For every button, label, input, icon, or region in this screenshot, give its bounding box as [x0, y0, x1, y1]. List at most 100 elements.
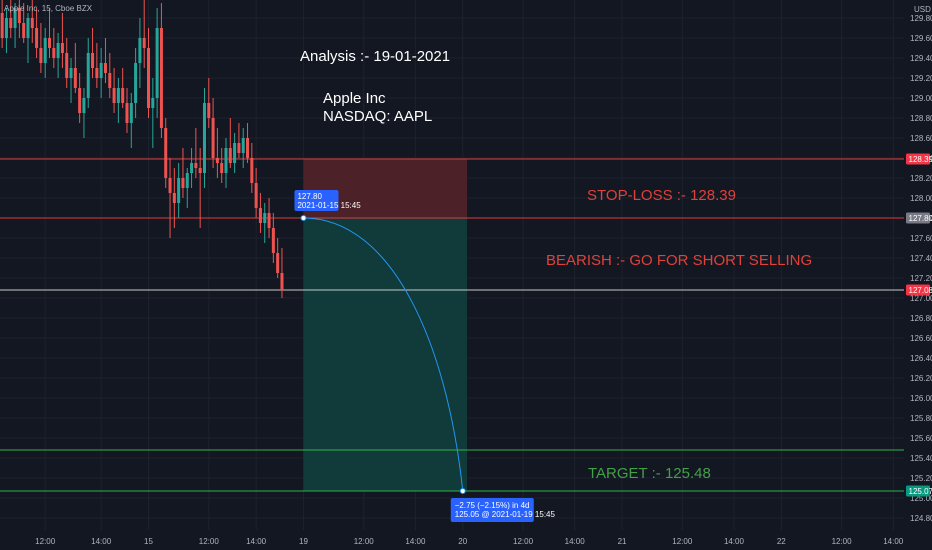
candle-body	[280, 273, 284, 290]
candle	[78, 73, 82, 123]
candle-body	[129, 103, 133, 123]
candle	[86, 38, 90, 108]
candle-body	[254, 183, 258, 208]
price-tag-bg	[906, 284, 930, 296]
candle-body	[103, 63, 107, 73]
price-tick-label: 129.20	[910, 74, 932, 83]
target-callout-box	[450, 498, 534, 522]
candle	[151, 78, 155, 148]
candle	[26, 13, 30, 63]
candle	[13, 3, 17, 48]
candle	[9, 0, 13, 38]
entry-callout-box	[294, 190, 339, 211]
candle	[177, 163, 181, 218]
candle-body	[86, 53, 90, 98]
time-axis[interactable]: 12:00 14:00 15 12:00 14:00 19 12:00 14:00 20 12:0…	[0, 530, 932, 550]
price-tag-label: 127.80	[909, 214, 932, 223]
time-tick-label: 12:00	[513, 537, 534, 546]
candle-body	[56, 43, 60, 58]
candle	[267, 198, 271, 238]
candle	[159, 3, 163, 138]
candle	[202, 88, 206, 188]
position-zones	[303, 159, 468, 491]
chart-header: Apple Inc, 15, Cboe BZX	[4, 4, 93, 13]
candle	[168, 158, 172, 238]
candle	[228, 118, 232, 168]
candle-body	[22, 23, 26, 38]
time-tick-label: 20	[458, 537, 467, 546]
candle-body	[151, 98, 155, 108]
candle-body	[194, 163, 198, 168]
candle	[211, 98, 215, 168]
candle	[35, 8, 39, 58]
candle-body	[207, 103, 211, 118]
candle	[233, 133, 237, 173]
candle-body	[78, 88, 82, 113]
candle	[43, 28, 47, 78]
candle-body	[198, 168, 202, 173]
candle	[181, 148, 185, 198]
time-tick-label: 12:00	[832, 537, 853, 546]
candle	[116, 78, 120, 123]
candle	[241, 128, 245, 168]
candle-body	[147, 48, 151, 108]
candle-body	[65, 53, 69, 78]
price-tag: 128.39	[906, 153, 932, 165]
analysis-title: Analysis :- 19-01-2021	[300, 48, 450, 65]
candle-body	[91, 53, 95, 68]
candle-body	[228, 148, 232, 163]
candle	[73, 43, 77, 93]
candle-body	[108, 73, 112, 88]
candle-body	[69, 68, 73, 78]
candle-body	[241, 138, 245, 153]
candle-body	[220, 163, 224, 173]
bearish-text: BEARISH :- GO FOR SHORT SELLING	[546, 252, 812, 269]
price-axis[interactable]: 129.80 129.60 129.40 129.20 129.00 128.80 128.…	[904, 0, 932, 550]
target-callout-change: −2.75 (−2.15%) in 4d	[455, 501, 530, 510]
price-tick-label: 127.20	[910, 274, 932, 283]
candle-body	[258, 208, 262, 223]
candle-body	[95, 68, 99, 78]
price-tick-label: 127.40	[910, 254, 932, 263]
candle	[82, 88, 86, 138]
candle-body	[202, 103, 206, 173]
candle-body	[271, 228, 275, 253]
exchange-ticker: NASDAQ: AAPL	[323, 108, 432, 125]
price-tag-label: 125.07	[909, 487, 932, 496]
price-tick-label: 125.80	[910, 414, 932, 423]
candle-body	[17, 8, 21, 23]
time-tick-label: 12:00	[35, 537, 56, 546]
candle	[95, 43, 99, 88]
price-tick-label: 128.00	[910, 194, 932, 203]
price-tick-label: 125.00	[910, 494, 932, 503]
candle-body	[30, 18, 34, 28]
candle	[185, 168, 189, 208]
candle-body	[155, 28, 159, 98]
candle-body	[168, 178, 172, 193]
time-tick-label: 14:00	[883, 537, 904, 546]
projection	[300, 215, 466, 494]
candle	[65, 38, 69, 88]
candle-body	[159, 28, 163, 128]
price-tick-label: 129.00	[910, 94, 932, 103]
price-tick-label: 125.20	[910, 474, 932, 483]
candle	[271, 213, 275, 263]
price-tag-label: 128.39	[909, 155, 932, 164]
candle	[198, 148, 202, 228]
candle	[224, 138, 228, 188]
candle-body	[276, 253, 280, 273]
candle	[164, 118, 168, 188]
candle-body	[0, 13, 4, 38]
candle-body	[43, 38, 47, 63]
price-tick-label: 126.40	[910, 354, 932, 363]
candle	[56, 33, 60, 78]
target-callout-time: 125.05 @ 2021-01-19 15:45	[455, 510, 556, 519]
time-tick-label: 14:00	[724, 537, 745, 546]
candle-body	[263, 213, 267, 223]
candle	[30, 0, 34, 43]
candle	[52, 28, 56, 68]
